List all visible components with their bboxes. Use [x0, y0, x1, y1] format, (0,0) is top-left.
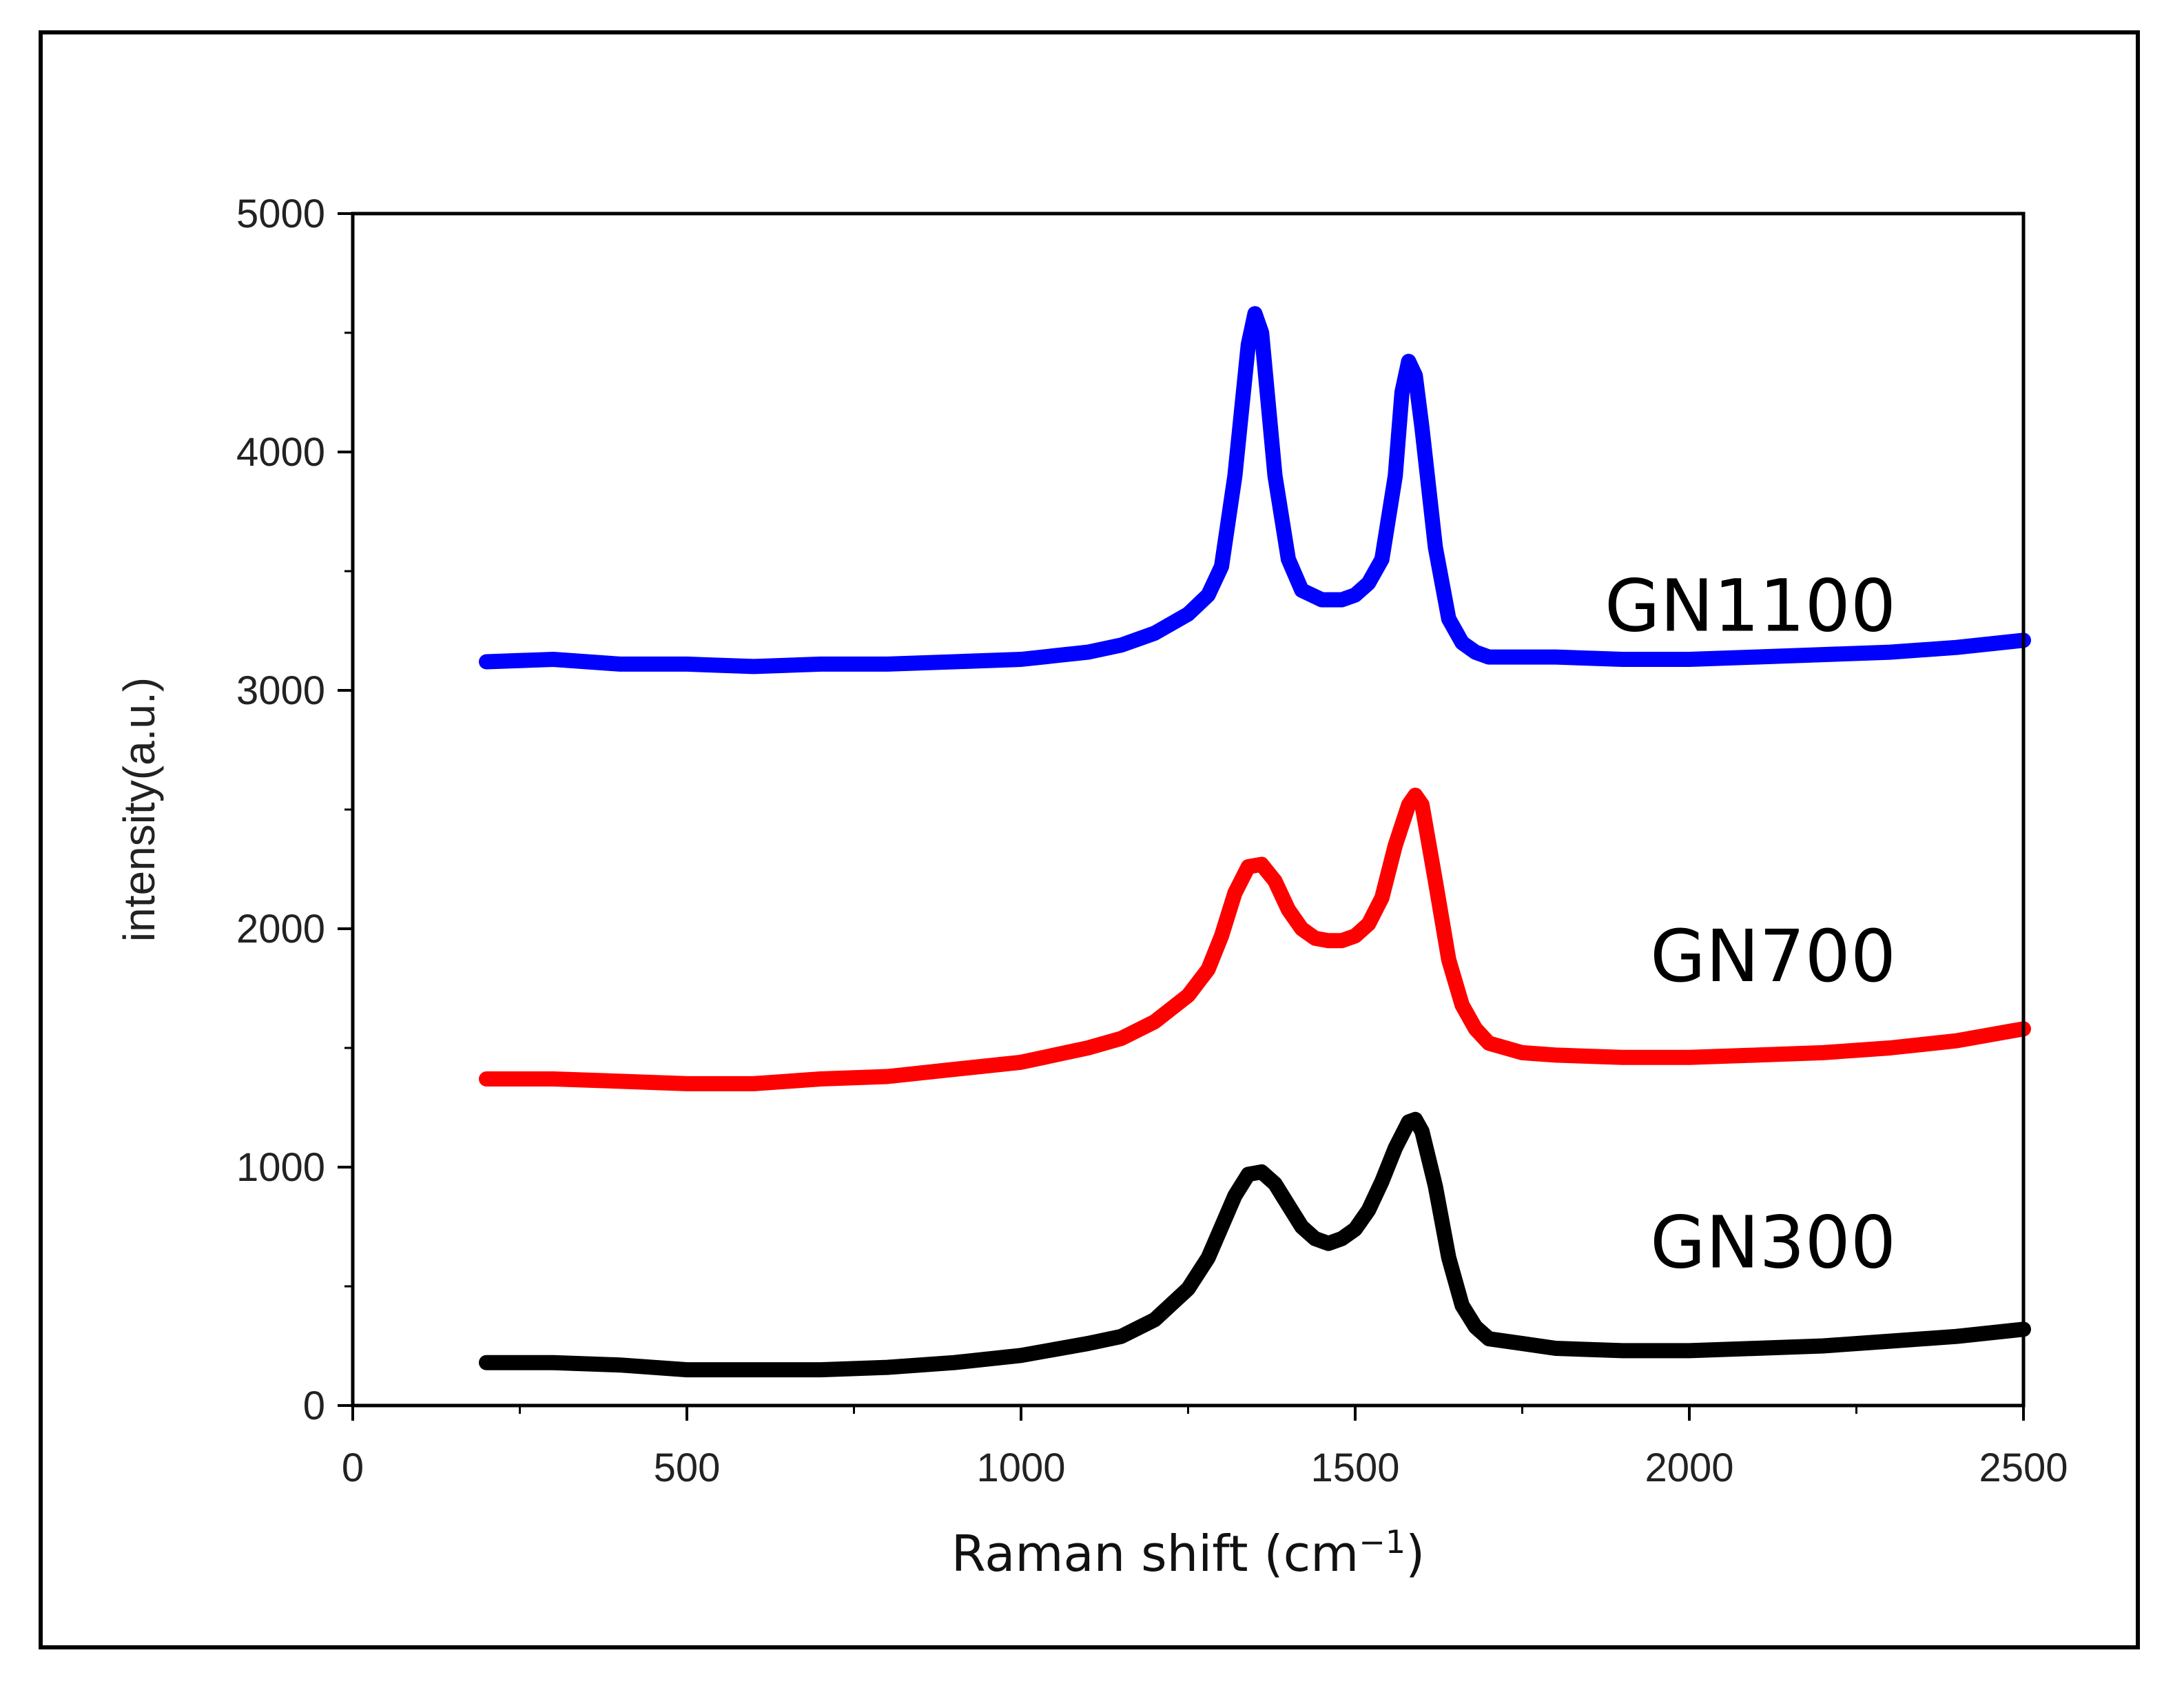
figure-frame: 0 500 1000 1500 2000 2500 0 1000 2000 3000 4000 500…: [39, 30, 2140, 1649]
series-label-gn700: GN700: [1650, 914, 1896, 998]
series-labels: GN1100 GN700 GN300: [1605, 564, 1896, 1285]
y-tick-label: 3000: [236, 668, 325, 713]
x-tick-label: 0: [342, 1445, 364, 1490]
y-tick-label: 5000: [236, 192, 325, 236]
axis-ticks: [338, 212, 2025, 1421]
x-axis-title: Raman shift (cm−1): [951, 1523, 1425, 1583]
y-tick-label: 0: [303, 1383, 325, 1428]
x-tick-label: 1500: [1310, 1445, 1399, 1490]
series-line-gn1100: [479, 306, 2031, 675]
y-axis-title: intensity(a.u.): [114, 677, 164, 942]
series-line-gn700: [479, 788, 2031, 1091]
series-layer: [479, 306, 2031, 1378]
series-line-gn300: [479, 1111, 2031, 1378]
x-axis-title-main: Raman shift (cm: [951, 1525, 1359, 1583]
y-tick-label: 4000: [236, 430, 325, 475]
series-label-gn300: GN300: [1650, 1200, 1896, 1284]
y-tick-label: 2000: [236, 907, 325, 951]
x-axis-title-superscript: −1: [1359, 1523, 1405, 1561]
y-tick-label: 1000: [236, 1145, 325, 1190]
raman-chart: 0 500 1000 1500 2000 2500 0 1000 2000 3000 4000 500…: [114, 192, 2068, 1583]
axis-tick-labels: 0 500 1000 1500 2000 2500 0 1000 2000 3000 4000 500…: [236, 192, 2068, 1490]
series-label-gn1100: GN1100: [1605, 564, 1896, 648]
x-tick-label: 2000: [1645, 1445, 1733, 1490]
x-axis-title-close: ): [1405, 1525, 1425, 1583]
x-tick-label: 2500: [1979, 1445, 2068, 1490]
x-tick-label: 1000: [976, 1445, 1065, 1490]
x-tick-label: 500: [654, 1445, 721, 1490]
